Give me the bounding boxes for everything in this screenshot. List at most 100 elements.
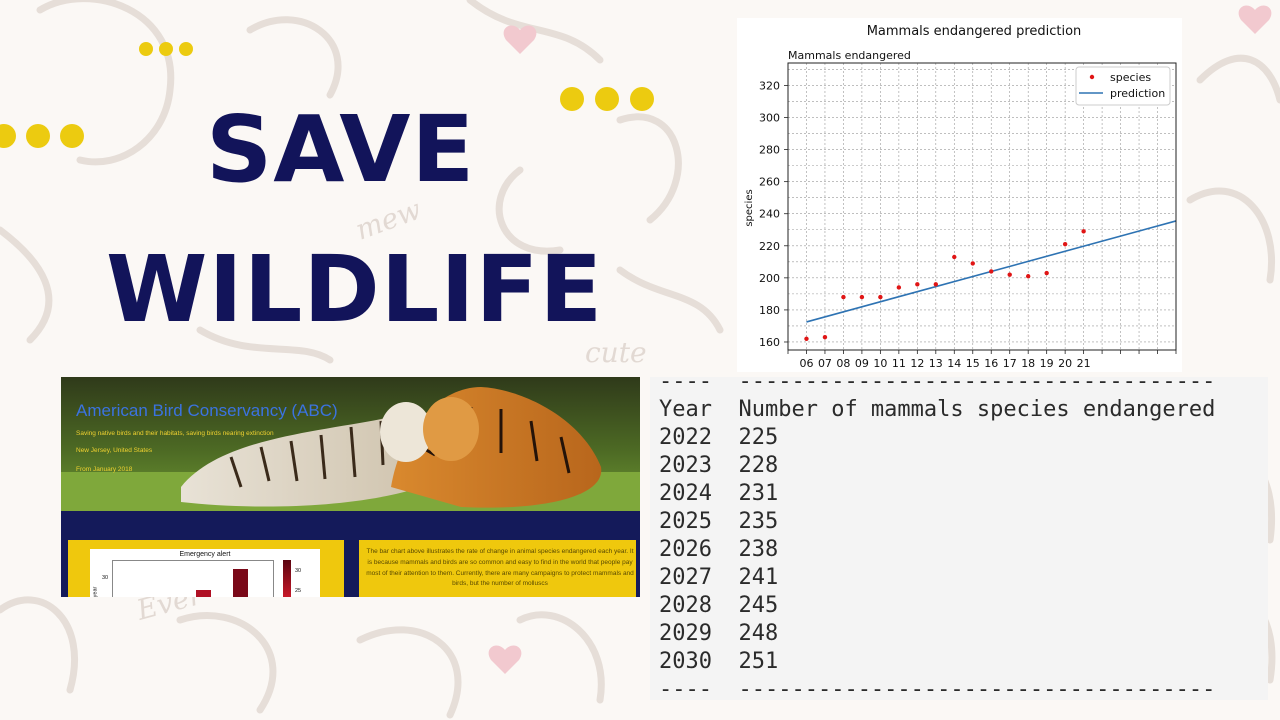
species-point (1007, 272, 1012, 277)
table-row: 2030 251 (659, 648, 778, 676)
x-tick-label: 07 (818, 357, 832, 370)
inner-chart-bar (196, 590, 211, 597)
x-tick-label: 15 (966, 357, 980, 370)
x-tick-label: 16 (984, 357, 998, 370)
table-row: 2022 225 (659, 424, 778, 452)
rule-year: ---- (659, 677, 712, 702)
row-year: 2030 (659, 649, 712, 674)
x-tick-label: 18 (1021, 357, 1035, 370)
dot (630, 87, 654, 111)
row-value: 248 (738, 621, 779, 646)
row-year: 2028 (659, 593, 712, 618)
chart-title: Mammals endangered prediction (867, 24, 1082, 39)
x-tick-label: 20 (1058, 357, 1072, 370)
prediction-chart: Mammals endangered prediction Mammals en… (744, 24, 1177, 370)
table-rule-bottom: ---- -----------------------------------… (659, 676, 1215, 704)
dot (60, 124, 84, 148)
x-tick-label: 10 (873, 357, 887, 370)
x-tick-label: 11 (892, 357, 906, 370)
y-tick-label: 180 (759, 304, 780, 317)
headline-save: SAVE (206, 96, 476, 203)
legend-species-marker (1089, 74, 1095, 80)
doodle-text-cute: cute (585, 336, 647, 369)
x-tick-label: 06 (799, 357, 813, 370)
description-paragraph: The bar chart above illustrates the rate… (366, 548, 634, 588)
species-point (970, 261, 975, 266)
table-row: 2026 238 (659, 536, 778, 564)
x-tick-label: 14 (947, 357, 961, 370)
rule-value: ------------------------------------ (738, 677, 1216, 702)
species-point (896, 285, 902, 290)
row-year: 2023 (659, 453, 712, 478)
species-point (1081, 229, 1086, 234)
dot (159, 42, 173, 56)
table-row: 2024 231 (659, 480, 778, 508)
y-tick-label: 160 (759, 336, 780, 349)
inner-chart-tick: 30 (102, 575, 109, 581)
colorbar-tick: 25 (295, 588, 302, 594)
site-title: American Bird Conservancy (ABC) (76, 401, 338, 420)
row-year: 2025 (659, 509, 712, 534)
dot (0, 124, 16, 148)
table-row: 2027 241 (659, 564, 778, 592)
tiger-photo (61, 377, 640, 511)
species-point (841, 294, 846, 300)
website-preview: American Bird Conservancy (ABC) Saving n… (61, 377, 640, 597)
x-tick-label: 13 (929, 357, 943, 370)
row-year: 2026 (659, 537, 712, 562)
species-point (804, 336, 809, 341)
header-value: Number of mammals species endangered (738, 397, 1216, 422)
legend-species-label: species (1110, 71, 1151, 84)
species-point (822, 334, 828, 340)
legend-box (1075, 66, 1171, 106)
row-value: 225 (738, 425, 779, 450)
dot (560, 87, 584, 111)
prediction-chart-card: Mammals endangered prediction Mammals en… (737, 18, 1182, 372)
species-point (989, 269, 994, 274)
hero-image: American Bird Conservancy (ABC) Saving n… (61, 377, 640, 511)
chart-legend: species prediction (1075, 66, 1171, 106)
table-row: 2028 245 (659, 592, 778, 620)
site-location: New Jersey, United States (76, 447, 153, 454)
dot (595, 87, 619, 111)
decorative-dots-right (560, 87, 654, 111)
inner-chart-bar (233, 569, 248, 597)
y-tick-label: 300 (759, 112, 780, 125)
row-value: 245 (738, 593, 779, 618)
header-year: Year (659, 397, 712, 422)
headline-wildlife: WILDLIFE (106, 236, 604, 343)
row-year: 2022 (659, 425, 712, 450)
inner-chart-ylabel: year (92, 586, 99, 597)
row-value: 241 (738, 565, 779, 590)
rule-value: ------------------------------------ (738, 369, 1216, 394)
emergency-alert-chart: Emergency alert 30 year 30 25 (90, 549, 320, 597)
inner-chart-colorbar (283, 560, 291, 597)
y-tick-label: 220 (759, 240, 780, 253)
row-value: 231 (738, 481, 779, 506)
y-tick-label: 260 (759, 176, 780, 189)
x-tick-label: 21 (1077, 357, 1091, 370)
species-point (952, 254, 957, 260)
table-row: 2029 248 (659, 620, 778, 648)
table-row: 2025 235 (659, 508, 778, 536)
dot (179, 42, 193, 56)
species-point (915, 282, 920, 287)
site-since: From January 2018 (76, 466, 133, 473)
x-tick-label: 19 (1040, 357, 1054, 370)
species-point (1025, 274, 1031, 279)
row-year: 2027 (659, 565, 712, 590)
species-point (933, 282, 939, 287)
row-value: 228 (738, 453, 779, 478)
plot-frame (787, 62, 1177, 351)
x-tick-label: 17 (1003, 357, 1017, 370)
decorative-dots-top (139, 42, 193, 56)
site-tagline: Saving native birds and their habitats, … (76, 430, 274, 437)
x-tick-label: 08 (836, 357, 850, 370)
chart-ylabel: species (744, 189, 755, 226)
row-year: 2024 (659, 481, 712, 506)
table-row: 2023 228 (659, 452, 778, 480)
species-point (1062, 241, 1068, 247)
inner-chart-title: Emergency alert (179, 551, 231, 558)
table-header: Year Number of mammals species endangere… (659, 396, 1215, 424)
row-value: 251 (738, 649, 779, 674)
